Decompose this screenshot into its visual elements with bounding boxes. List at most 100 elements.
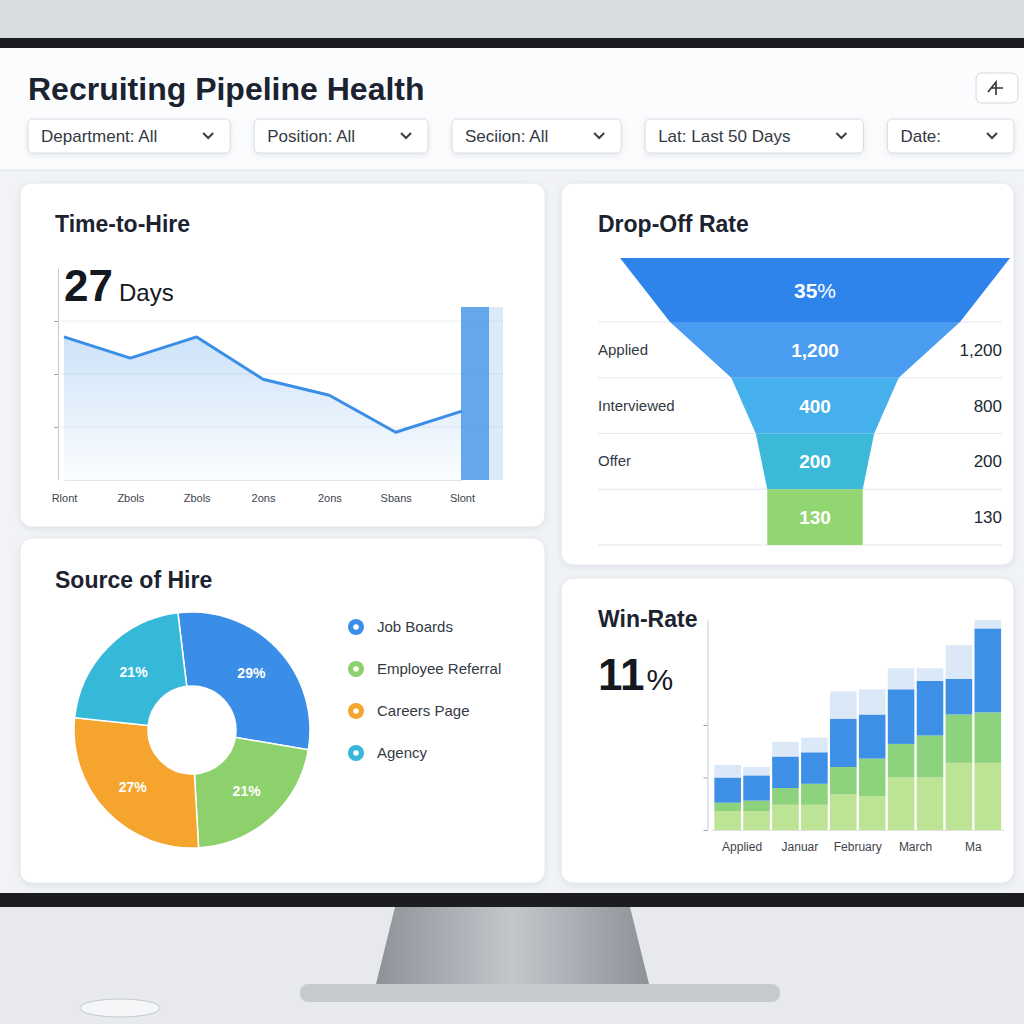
tick: 2ons [252,480,276,504]
bar-segment [859,715,886,759]
legend-label: Job Boards [377,618,453,635]
data-label: 200 [799,451,831,472]
bar-segment [859,759,886,797]
tick: Slont [450,480,475,504]
filter-dropdown[interactable]: Lat: Last 50 Days [645,119,863,153]
bar-segment [975,712,1002,762]
funnel-head [620,258,1010,322]
bar-segment [917,668,944,681]
bar-segment [975,620,1002,628]
icon-button[interactable] [976,73,1018,103]
bezel-top [0,38,1024,49]
tick-label: Rlont [52,492,78,504]
chevron[interactable] [836,133,846,138]
bar-segment [743,801,770,812]
bar-segment [946,679,973,715]
filter-bar: Department: All Position: All Seciion: All… [28,119,1014,153]
filter-label[interactable]: Date: [900,127,941,146]
filter-label[interactable]: Department: All [41,127,157,146]
kpi: 27Days [64,261,174,310]
bar-segment [801,738,828,753]
data-label: 29% [237,665,266,681]
tick [703,778,707,779]
comparison-label: 200 [974,452,1002,471]
tick-label: Zbols [117,492,144,504]
filter-label[interactable]: Lat: Last 50 Days [658,127,790,146]
tick-label: 2ons [318,492,342,504]
panel-title: Win-Rate [598,606,697,632]
bar-segment [975,628,1002,712]
data-label: 21% [120,664,149,680]
filter-dropdown[interactable]: Position: All [254,119,428,153]
chevron[interactable] [401,133,411,138]
filter-box[interactable] [452,119,621,153]
filter-label[interactable]: Seciion: All [465,127,548,146]
bar-segment [801,805,828,830]
chevron[interactable] [987,133,997,138]
slice [194,737,308,847]
kpi: 35% [794,279,836,302]
tick-label: Ma [965,840,982,854]
stage-label: Interviewed [598,397,675,414]
tick [54,427,58,428]
data-label: 27% [119,779,148,795]
bezel-bottom [0,893,1024,907]
tick-mark [54,374,58,375]
page: Recruiting Pipeline HealthDepartment: Al… [0,0,1024,1024]
panel-title: Time-to-Hire [55,211,190,237]
panel: Time-to-Hire27DaysRlontZbolsZbols2ons2on… [20,183,545,527]
tick-mark [703,725,707,726]
tick: Zbols [117,480,144,504]
data-label: 1,200 [791,340,839,361]
slice [178,612,310,750]
bar-segment [888,689,915,744]
funnel-stage [756,434,874,490]
filter-dropdown[interactable]: Seciion: All [452,119,621,153]
y-axis [54,269,59,481]
bar-segment [859,796,886,830]
filter-box[interactable] [28,119,230,153]
tick-mark [54,321,58,322]
desk [0,907,1024,1024]
area [64,337,462,480]
tick: February [834,830,882,854]
axis-line [707,621,708,831]
filter-dropdown[interactable]: Date: [887,119,1014,153]
filter-box[interactable] [645,119,863,153]
bar-segment [714,803,741,811]
x-axis: RlontZbolsZbols2ons2onsSbansSlont [52,480,475,504]
tick-label: Januar [782,840,819,854]
bar-segment [888,668,915,689]
legend-label: Careers Page [377,702,470,719]
panel-card [20,183,545,527]
chevron[interactable] [594,133,604,138]
button-icon[interactable] [988,82,1003,95]
panel-title: Drop-Off Rate [598,211,749,237]
panel: Win-Rate11%AppliedJanuarFebruaryMarchMa [561,578,1014,883]
bar-segment [714,778,741,803]
y-axis [703,621,708,831]
button-box[interactable] [976,73,1018,103]
comparison-label: 800 [974,397,1002,416]
filter-box[interactable] [254,119,428,153]
bar-segment [830,794,857,830]
bar-segment [946,645,973,679]
legend-swatch-dot [353,624,359,630]
tick-label: Slont [450,492,475,504]
tick-label: Applied [722,840,762,854]
data-label: 21% [233,783,262,799]
bar-segment [801,784,828,805]
filter-dropdown[interactable]: Department: All [28,119,230,153]
kpi-unit: % [817,279,836,302]
chevron[interactable] [203,133,213,138]
filter-label[interactable]: Position: All [267,127,355,146]
tick [54,321,58,322]
wall [0,0,1024,40]
panel-title: Source of Hire [55,567,212,593]
legend-swatch [348,703,364,719]
bar-segment [888,778,915,831]
tick-mark [54,427,58,428]
tick: 2ons [318,480,342,504]
filter-box[interactable] [887,119,1014,153]
panel-card [561,183,1014,565]
